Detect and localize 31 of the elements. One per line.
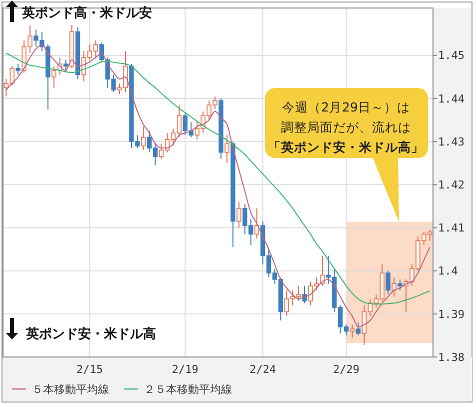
y-tick-label: 1.43: [438, 135, 464, 148]
candlestick: [386, 270, 390, 296]
x-tick-label: 2/19: [172, 363, 198, 376]
legend-label: ５本移動平均線: [32, 382, 109, 396]
y-tick-label: 1.42: [438, 178, 464, 192]
y-tick-label: 1.4: [438, 264, 458, 278]
candlestick: [398, 278, 402, 291]
y-tick-label: 1.45: [438, 49, 464, 62]
y-tick-label: 1.41: [438, 222, 464, 235]
y-tick-label: 1.39: [438, 308, 464, 321]
candlestick: [296, 285, 301, 302]
candlestick: [302, 285, 307, 304]
x-tick-label: 2/15: [76, 363, 103, 376]
legend-label: ２５本移動平均線: [144, 382, 232, 396]
candlestick: [392, 276, 396, 298]
candlestick: [320, 255, 325, 286]
annotation: 今週（2月29日～）は調整局面だが、流れは「英ポンド安・米ドル高」: [268, 99, 424, 154]
y-tick-label: 1.44: [438, 92, 465, 106]
y-tick-label: 1.38: [438, 350, 464, 364]
candlestick: [63, 59, 68, 74]
annotation: 英ポンド高・米ドル安: [21, 5, 152, 21]
x-tick-label: 2/29: [333, 363, 360, 376]
candlestick: [356, 322, 361, 336]
candlestick: [224, 134, 230, 164]
candlestick: [350, 324, 355, 338]
candlestick: [16, 64, 20, 76]
annotation: 英ポンド安・米ドル高: [25, 326, 156, 342]
x-tick-label: 2/24: [250, 363, 276, 376]
candlestick: [236, 201, 242, 228]
candlestick: [254, 208, 260, 240]
candlestick: [141, 126, 146, 151]
